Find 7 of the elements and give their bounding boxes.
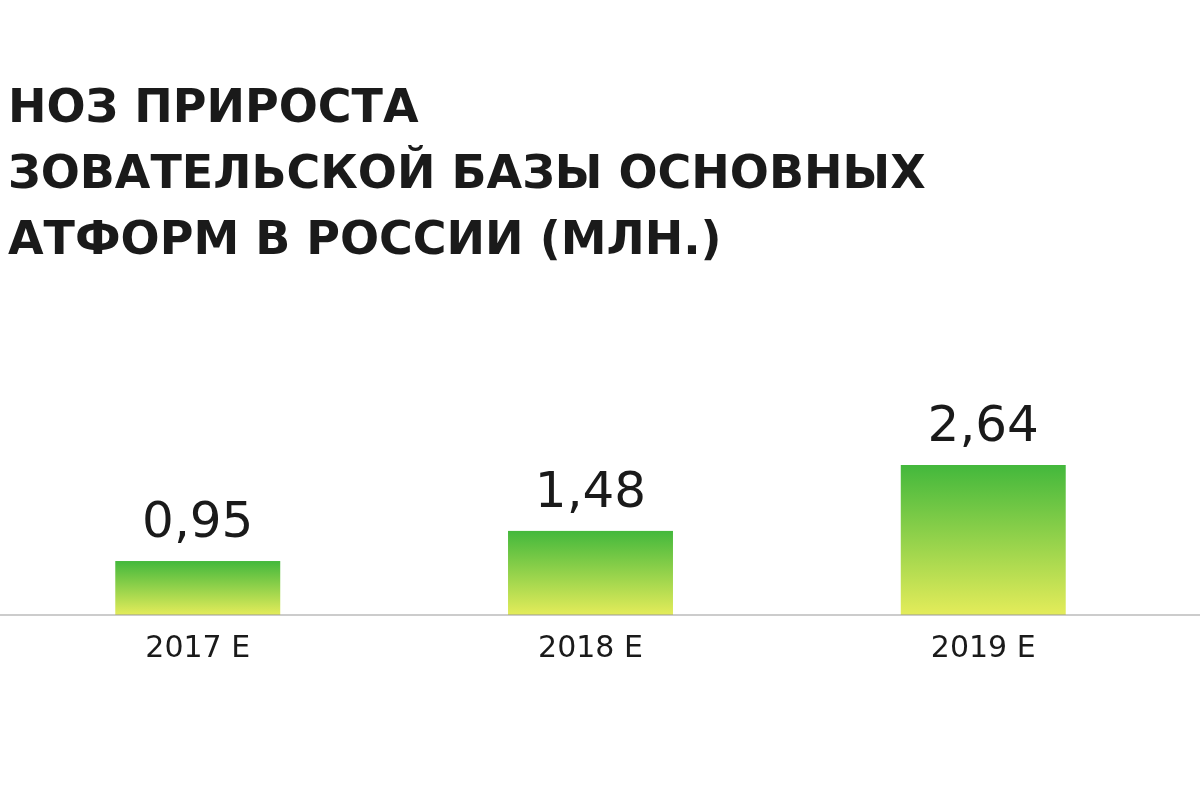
x-tick-label: 2019 E [930,629,1036,664]
chart-title: НОЗ ПРИРОСТА ЗОВАТЕЛЬСКОЙ БАЗЫ ОСНОВНЫХ АТФОРМ В РОССИИ (МЛН.) [8,79,926,265]
data-label: 0,95 [142,491,254,550]
x-tick-label: 2018 E [538,629,643,664]
data-label: 1,48 [534,460,647,519]
x-tick-label: 2017 E [145,629,251,664]
data-label: 2,64 [927,395,1039,453]
